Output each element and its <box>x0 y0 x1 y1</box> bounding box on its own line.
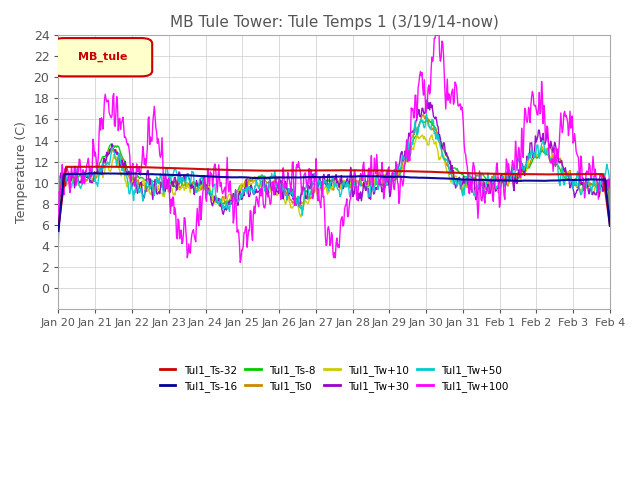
Text: MB_tule: MB_tule <box>78 51 127 62</box>
FancyBboxPatch shape <box>53 38 152 76</box>
Legend: Tul1_Ts-32, Tul1_Ts-16, Tul1_Ts-8, Tul1_Ts0, Tul1_Tw+10, Tul1_Tw+30, Tul1_Tw+50,: Tul1_Ts-32, Tul1_Ts-16, Tul1_Ts-8, Tul1_… <box>156 360 513 396</box>
Y-axis label: Temperature (C): Temperature (C) <box>15 121 28 223</box>
Title: MB Tule Tower: Tule Temps 1 (3/19/14-now): MB Tule Tower: Tule Temps 1 (3/19/14-now… <box>170 15 499 30</box>
